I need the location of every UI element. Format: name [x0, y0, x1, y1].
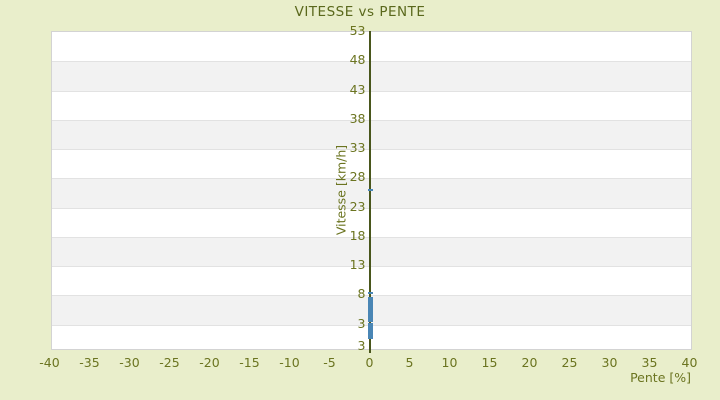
x-tick-label: 15: [481, 355, 498, 370]
x-tick-label: 5: [405, 355, 414, 370]
x-tick-label: -35: [79, 355, 100, 370]
x-tick-label: -30: [119, 355, 140, 370]
gridline: [52, 236, 691, 238]
data-point: [367, 311, 373, 314]
gridline: [52, 207, 691, 209]
data-point: [367, 315, 373, 319]
gridline: [52, 295, 691, 297]
x-tick-label: -10: [279, 355, 300, 370]
plot-band: [52, 61, 691, 91]
gridline: [52, 149, 691, 150]
data-point: [367, 300, 373, 304]
x-tick-label: 40: [681, 355, 698, 370]
chart-title: VITESSE vs PENTE: [294, 4, 426, 20]
data-point: [367, 324, 373, 328]
y-tick-label: 53: [349, 23, 366, 38]
y-tick-label: 23: [349, 198, 366, 214]
y-tick-label: 13: [349, 257, 366, 272]
data-point: [367, 317, 373, 321]
data-point: [367, 305, 373, 309]
y-tick-label: 8: [357, 286, 366, 302]
data-point: [367, 331, 373, 334]
y-tick-label: 48: [349, 52, 366, 68]
data-point: [367, 336, 373, 339]
data-point: [367, 297, 373, 300]
x-tick-label: -40: [39, 355, 60, 370]
data-point: [367, 291, 373, 295]
gridline: [52, 178, 691, 180]
y-axis-end-label: 3: [357, 338, 366, 353]
x-tick-label: 10: [441, 355, 458, 370]
gridline: [52, 61, 691, 63]
data-point: [367, 298, 373, 302]
x-axis-title: Pente [%]: [630, 370, 691, 385]
y-axis-title: Vitesse [km/h]: [333, 144, 349, 236]
data-point: [367, 188, 373, 192]
gridline: [52, 90, 691, 92]
x-tick-label: 25: [561, 355, 578, 370]
x-tick-label: -20: [199, 355, 220, 370]
data-point: [367, 326, 373, 329]
data-point: [367, 302, 373, 305]
x-tick-label: 35: [641, 355, 658, 370]
gridline: [52, 266, 691, 267]
y-tick-label: 43: [349, 81, 366, 97]
x-tick-label: 30: [601, 355, 618, 370]
data-point: [367, 332, 373, 336]
y-tick-label: 28: [349, 169, 366, 185]
y-axis-line: [368, 31, 371, 353]
x-tick-label: -15: [239, 355, 260, 370]
y-tick-label: 3: [357, 315, 366, 331]
data-point: [367, 307, 373, 311]
data-point: [367, 334, 373, 338]
data-point: [367, 314, 373, 317]
data-point: [367, 319, 373, 322]
x-tick-label: -25: [159, 355, 180, 370]
data-point: [367, 328, 373, 331]
plot-band: [52, 178, 691, 208]
data-point: [367, 304, 373, 307]
gridline: [52, 119, 691, 121]
x-tick-label: 0: [365, 355, 374, 370]
y-tick-label: 33: [349, 140, 366, 155]
y-tick-label: 18: [349, 227, 366, 243]
x-tick-label: 20: [521, 355, 538, 370]
data-point: [367, 322, 373, 326]
x-tick-label: -5: [323, 355, 336, 370]
y-tick-label: 38: [349, 110, 366, 126]
plot-band: [52, 236, 691, 266]
plot-band: [52, 119, 691, 149]
